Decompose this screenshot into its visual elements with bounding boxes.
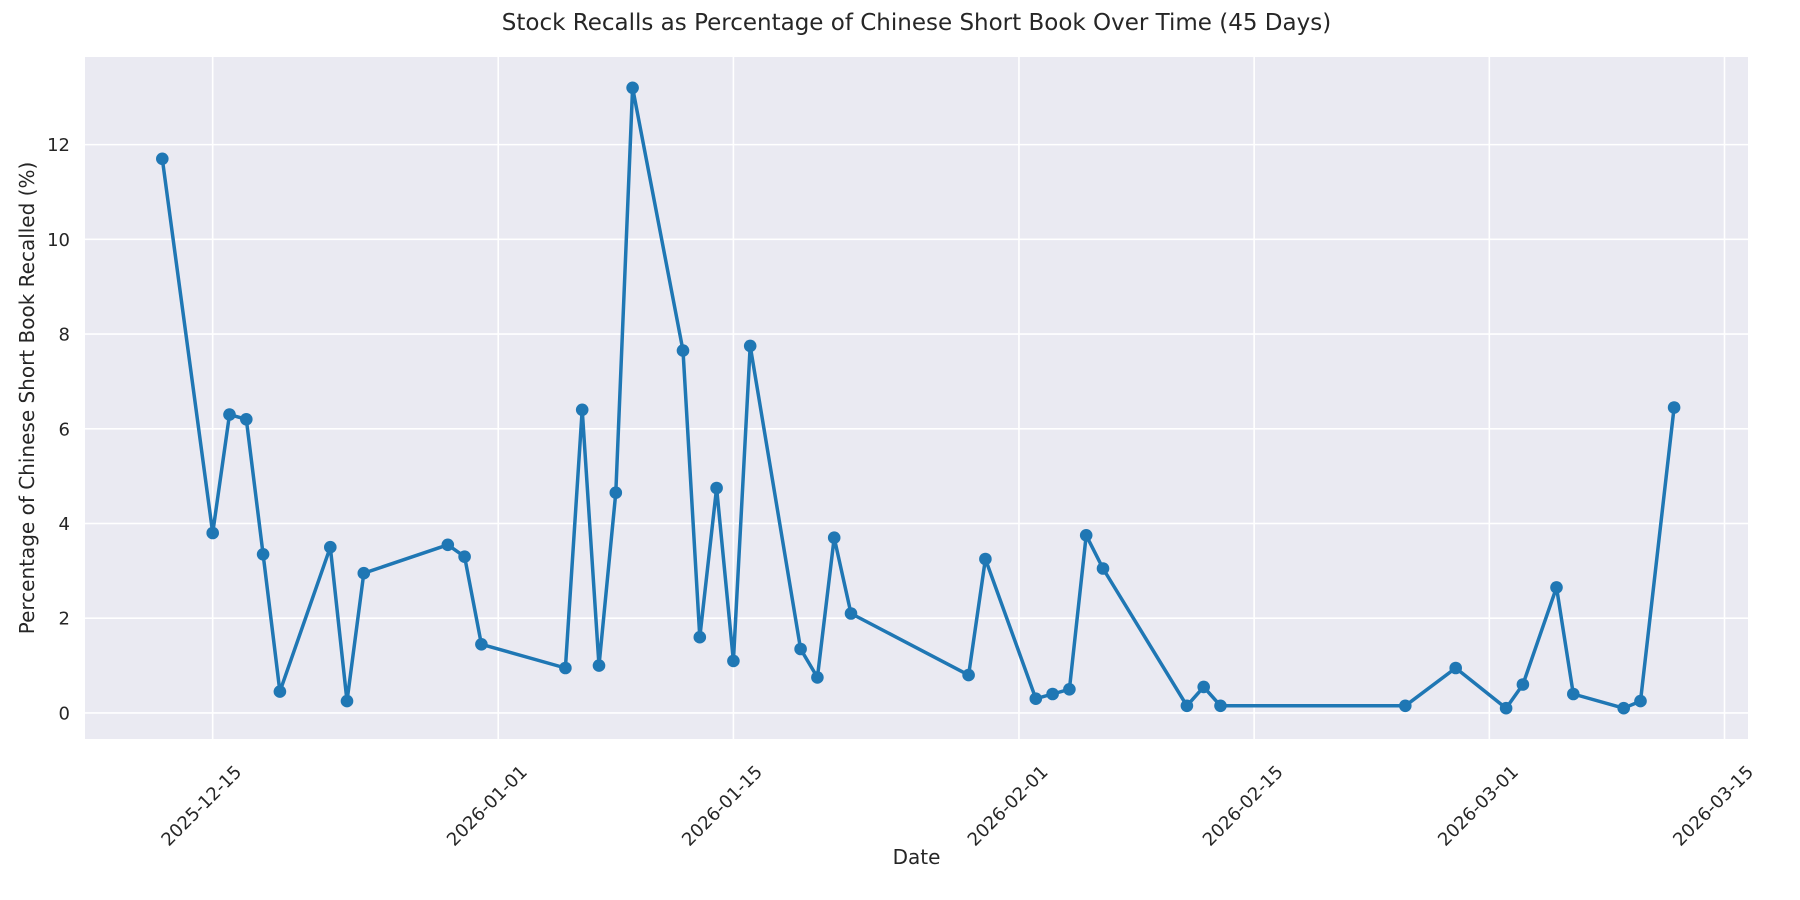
x-tick-label: 2026-02-01 [964, 762, 1053, 851]
data-point [1197, 680, 1210, 694]
x-axis-label: Date [892, 845, 941, 869]
data-point [1449, 661, 1462, 675]
x-tick-label: 2026-01-01 [443, 762, 532, 851]
plot-area [85, 57, 1748, 739]
data-point [827, 531, 841, 544]
data-point [1046, 687, 1059, 701]
data-point [1399, 699, 1412, 713]
data-point [1516, 678, 1530, 691]
data-point [693, 630, 707, 644]
data-point [1096, 562, 1110, 575]
data-point [441, 538, 455, 552]
data-point [273, 685, 287, 698]
y-tick-label: 8 [59, 325, 70, 346]
data-point [727, 654, 740, 668]
x-tick-label: 2026-03-01 [1434, 762, 1523, 851]
y-tick-label: 6 [59, 419, 70, 440]
data-point [811, 671, 824, 684]
data-point [710, 481, 723, 495]
data-point [324, 540, 337, 554]
data-point [559, 661, 572, 675]
data-point [1634, 694, 1647, 708]
x-tick-label: 2025-12-15 [157, 762, 246, 851]
y-tick-label: 2 [59, 609, 70, 630]
data-point [1063, 683, 1076, 696]
data-point [1214, 699, 1227, 713]
data-point [1550, 581, 1563, 594]
data-point [676, 344, 690, 357]
data-point [223, 408, 236, 421]
y-tick-label: 0 [59, 703, 70, 724]
data-point [626, 81, 639, 95]
data-point [458, 550, 471, 563]
data-point [357, 566, 371, 580]
data-point [575, 403, 589, 417]
data-point [340, 694, 354, 708]
data-point [1499, 701, 1513, 715]
data-point [743, 339, 757, 353]
data-point [156, 152, 169, 166]
data-point [206, 526, 219, 540]
data-point [1029, 692, 1043, 705]
data-point [256, 548, 270, 561]
y-tick-label: 12 [47, 135, 70, 156]
chart-title: Stock Recalls as Percentage of Chinese S… [501, 10, 1332, 36]
data-point [1617, 701, 1630, 715]
data-point [979, 552, 992, 566]
data-point [1567, 687, 1580, 701]
data-point [794, 642, 807, 656]
data-point [1667, 401, 1681, 414]
data-point [1079, 529, 1093, 542]
data-point [592, 659, 606, 672]
data-point [240, 413, 253, 426]
data-point [609, 486, 623, 500]
data-point [475, 638, 488, 651]
data-point [844, 607, 858, 620]
x-tick-label: 2026-02-15 [1199, 762, 1288, 851]
y-tick-label: 10 [47, 230, 70, 251]
data-point [1180, 699, 1194, 713]
x-tick-label: 2026-01-15 [678, 762, 767, 851]
x-tick-label: 2026-03-15 [1669, 762, 1758, 851]
y-tick-label: 4 [59, 514, 70, 535]
data-point [962, 668, 975, 682]
